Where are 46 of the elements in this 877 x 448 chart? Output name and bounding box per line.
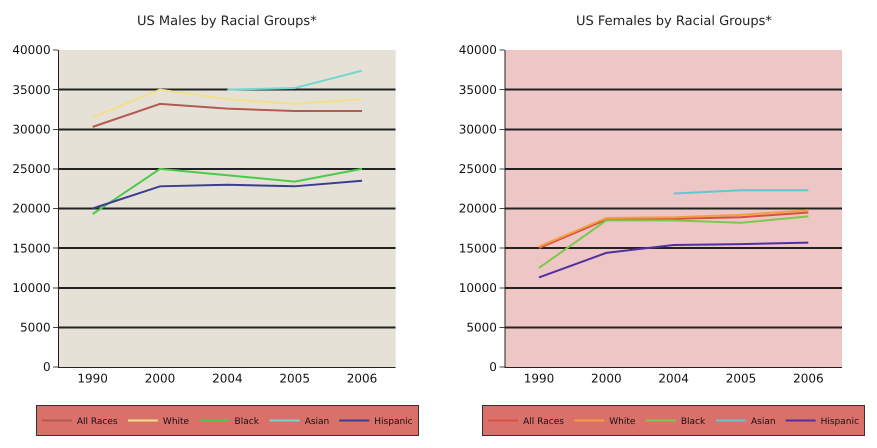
line-series [538,215,810,269]
legend-label: White [162,417,190,428]
legend-label: Hispanic [820,417,859,428]
y-tick-label: 30000 [458,122,497,136]
legend-label: White [609,417,636,428]
x-tick-label: 1990 [524,371,554,386]
y-tick-label: 25000 [458,162,497,176]
x-tick-label: 2006 [793,371,824,386]
chart-title: US Females by Racial Groups* [576,14,772,29]
y-tick-label: 10000 [458,280,497,295]
x-tick-label: 2000 [591,371,622,386]
x-tick-label: 2004 [658,371,689,386]
legend-label: Asian [304,417,330,428]
y-tick-label: 20000 [12,202,51,216]
x-tick-label: 1990 [77,371,108,386]
legend-label: Black [234,417,260,428]
x-tick-label: 2005 [726,371,756,386]
y-tick-label: 5000 [20,320,51,335]
legend-label: All Races [76,417,118,428]
y-tick-label: 5000 [466,320,497,335]
y-tick-label: 0 [489,360,497,374]
y-tick-label: 30000 [12,122,51,136]
x-tick-label: 2000 [144,371,176,386]
x-tick-label: 2006 [346,371,378,386]
line-series [92,102,364,128]
chart-title: US Males by Racial Groups* [137,14,318,29]
y-tick-label: 35000 [12,82,51,97]
legend-label: Asian [751,417,776,428]
y-tick-label: 40000 [458,43,497,58]
y-tick-label: 20000 [458,202,497,216]
legend-label: Hispanic [374,417,413,428]
line-series [92,180,364,210]
legend-label: Black [680,417,706,428]
line-series [92,88,364,118]
line-series [92,168,364,216]
y-tick-label: 10000 [12,280,51,295]
x-tick-label: 2004 [212,371,243,386]
y-tick-label: 35000 [458,82,497,97]
y-tick-label: 0 [42,360,51,374]
y-tick-label: 15000 [12,241,51,256]
x-tick-label: 2005 [279,371,310,386]
line-series [538,242,810,278]
y-tick-label: 25000 [12,162,51,176]
legend-label: All Races [523,417,564,428]
y-tick-label: 15000 [458,241,497,256]
y-tick-label: 40000 [12,43,51,58]
